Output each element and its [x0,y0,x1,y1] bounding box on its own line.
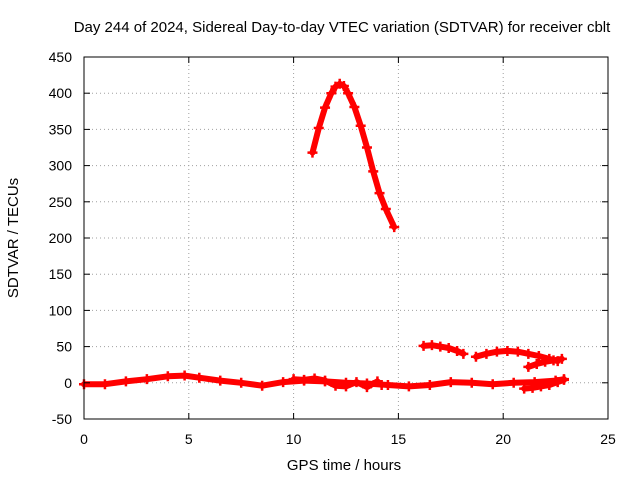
data-point [445,377,456,388]
series-peak-arc [307,78,400,233]
data-point [481,348,492,359]
data-point [307,147,318,158]
data-point [523,361,534,372]
data-point [527,382,538,393]
y-tick-label: 200 [49,230,73,246]
data-point [368,166,379,177]
data-point [540,356,551,367]
series-arc-end-rising [523,353,567,372]
data-point [418,340,429,351]
data-point [355,120,366,131]
data-point [523,348,534,359]
data-point [351,377,362,388]
data-point [341,381,351,392]
data-point [389,222,400,233]
y-tick-label: -50 [52,411,72,427]
x-tick-label: 25 [600,431,616,447]
data-point [313,122,324,133]
data-point [491,346,502,357]
ticks: -50 0 50 100 150 200 250 300 350 400 450 0 5 10 15 20 25 [49,49,616,447]
series-arc-evening [418,340,469,359]
x-tick-label: 20 [495,431,511,447]
data-point [544,379,555,390]
data-point [162,371,173,382]
data-point [320,102,331,113]
data-point [320,375,331,386]
data-point [278,377,289,388]
data-point [141,374,152,385]
data-point [326,88,337,99]
data-point [558,374,569,385]
data-point [458,348,469,359]
y-tick-label: 250 [49,194,73,210]
data-point [215,375,226,386]
data-point [338,80,349,91]
y-tick-label: 150 [49,266,73,282]
series-baseline-scatter [288,373,387,393]
y-tick-label: 350 [49,121,73,137]
data-point [508,377,519,388]
data-point [502,345,513,356]
data-point [349,101,360,112]
x-tick-label: 5 [185,431,193,447]
data-point [309,373,320,384]
y-axis-label: SDTVAR / TECUs [5,178,22,298]
data-point [179,370,190,381]
y-tick-label: 400 [49,85,73,101]
data-point [531,358,542,369]
data-point [487,379,498,390]
data-point [374,188,385,199]
data-point [519,383,530,394]
data-point [257,380,268,391]
data-point [299,374,310,385]
data-point [99,379,110,390]
data-point [380,204,391,215]
data-point [343,88,354,99]
series-tail-end [519,374,569,394]
data-point [288,374,299,385]
data-point [424,379,435,390]
x-tick-label: 15 [391,431,407,447]
y-tick-label: 300 [49,158,73,174]
series-trace [290,375,385,391]
y-tick-label: 0 [64,375,72,391]
data-point [512,346,523,357]
data-point [548,355,559,366]
y-tick-label: 100 [49,302,73,318]
x-tick-label: 10 [286,431,302,447]
data-point [236,377,247,388]
x-tick-label: 0 [80,431,88,447]
data-point [535,381,546,392]
y-tick-label: 450 [49,49,73,65]
grid [84,57,608,419]
data-point [435,341,446,352]
data-point [426,340,437,351]
data-point [466,377,477,388]
data-point [376,379,387,390]
data-point [443,343,454,354]
data-point [556,353,567,364]
data-point [452,345,463,356]
data-point [120,376,131,387]
data-point [194,372,205,383]
data-point [552,377,563,388]
data-point [330,380,341,391]
chart-title: Day 244 of 2024, Sidereal Day-to-day VTE… [74,19,611,36]
series-layer [79,78,569,394]
data-point [470,351,481,362]
data-point [403,381,414,392]
data-point [361,382,372,393]
x-axis-label: GPS time / hours [287,457,401,474]
data-point [361,142,372,153]
y-tick-label: 50 [56,339,72,355]
data-point [533,351,544,362]
